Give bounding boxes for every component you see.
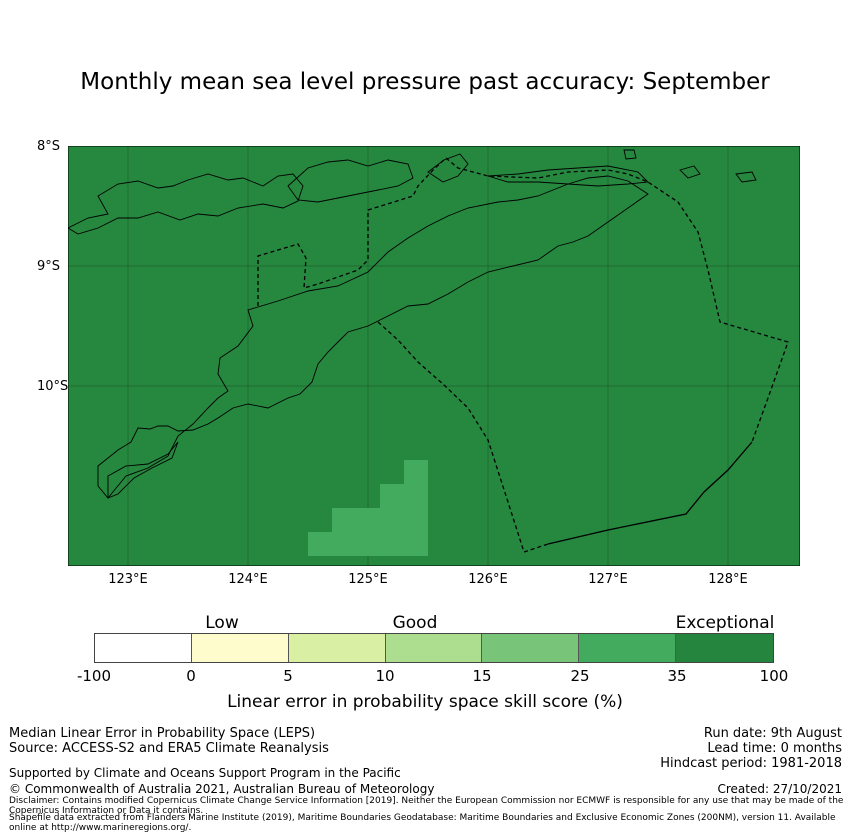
eez-boundary-west	[377, 321, 549, 553]
footer-shapefile: Shapefile data extracted from Flanders M…	[9, 813, 836, 833]
small-islands-east	[623, 149, 757, 183]
timor-coastline	[97, 175, 649, 499]
footer-source: Source: ACCESS-S2 and ERA5 Climate Reana…	[9, 741, 329, 756]
eez-boundary-south	[547, 441, 753, 545]
colorbar-segment	[579, 634, 677, 662]
island-west	[107, 441, 179, 499]
colorbar-tick: 15	[472, 667, 492, 685]
lon-label-124e: 124°E	[228, 572, 268, 587]
footer-disclaimer: Disclaimer: Contains modified Copernicus…	[9, 796, 844, 816]
northern-islands-mid	[287, 159, 414, 203]
category-good: Good	[392, 613, 438, 633]
lon-label-123e: 123°E	[108, 572, 148, 587]
lon-label-125e: 125°E	[348, 572, 388, 587]
colorbar-tick: 10	[375, 667, 395, 685]
skill-patch-25-35	[308, 460, 428, 556]
lon-label-126e: 126°E	[468, 572, 508, 587]
footer-copyright: © Commonwealth of Australia 2021, Austra…	[9, 782, 435, 796]
map-panel	[68, 146, 800, 566]
lon-label-128e: 128°E	[708, 572, 748, 587]
lat-label-8s: 8°S	[37, 139, 61, 154]
lat-label-10s: 10°S	[37, 379, 69, 394]
colorbar-segment	[288, 634, 386, 662]
colorbar-tick: 35	[667, 667, 687, 685]
colorbar-segment	[482, 634, 580, 662]
footer-created: Created: 27/10/2021	[717, 782, 842, 796]
colorbar-label: Linear error in probability space skill …	[227, 692, 623, 712]
footer-support: Supported by Climate and Oceans Support …	[9, 766, 401, 780]
colorbar-tick: 100	[759, 667, 789, 685]
footer-lead-time: Lead time: 0 months	[707, 741, 842, 756]
colorbar-segment	[676, 634, 773, 662]
wetar-island-west	[427, 153, 469, 183]
colorbar-segment	[95, 634, 192, 662]
colorbar-segment	[385, 634, 483, 662]
colorbar	[94, 633, 774, 663]
skill-background	[68, 146, 800, 566]
category-low: Low	[205, 613, 239, 633]
category-exceptional: Exceptional	[675, 613, 775, 633]
colorbar-segment	[191, 634, 289, 662]
colorbar-tick: -100	[76, 667, 112, 685]
footer-hindcast: Hindcast period: 1981-2018	[660, 756, 842, 771]
map-title: Monthly mean sea level pressure past acc…	[80, 69, 770, 95]
lon-label-127e: 127°E	[588, 572, 628, 587]
footer-method: Median Linear Error in Probability Space…	[9, 726, 316, 741]
colorbar-tick: 25	[570, 667, 590, 685]
wetar-island	[487, 165, 649, 187]
lat-label-9s: 9°S	[37, 259, 61, 274]
colorbar-tick: 0	[186, 667, 196, 685]
footer-run-date: Run date: 9th August	[703, 726, 842, 741]
eez-boundary-north	[257, 157, 789, 443]
colorbar-tick: 5	[283, 667, 293, 685]
northern-islands-west	[68, 173, 304, 235]
